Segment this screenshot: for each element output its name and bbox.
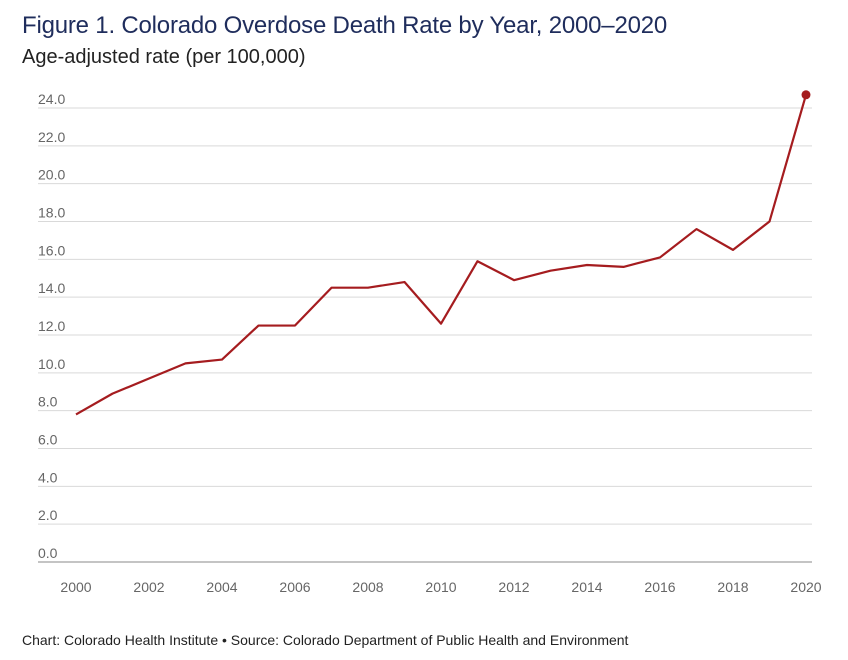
x-tick-label: 2004 — [206, 579, 237, 595]
chart-subtitle: Age-adjusted rate (per 100,000) — [22, 46, 306, 68]
x-tick-label: 2018 — [717, 579, 748, 595]
y-tick-label: 2.0 — [38, 507, 58, 523]
x-tick-label: 2006 — [279, 579, 310, 595]
y-tick-label: 0.0 — [38, 545, 58, 561]
y-tick-label: 10.0 — [38, 356, 65, 372]
series-line — [75, 94, 808, 416]
x-tick-label: 2016 — [644, 579, 675, 595]
y-tick-label: 20.0 — [38, 167, 65, 183]
x-tick-label: 2012 — [498, 579, 529, 595]
y-tick-label: 12.0 — [38, 318, 65, 334]
x-tick-label: 2010 — [425, 579, 456, 595]
y-tick-label: 16.0 — [38, 242, 65, 258]
y-tick-label: 18.0 — [38, 205, 65, 221]
source-footnote: Chart: Colorado Health Institute • Sourc… — [22, 632, 629, 648]
y-tick-label: 6.0 — [38, 432, 58, 448]
last-data-point — [801, 90, 811, 100]
y-tick-label: 8.0 — [38, 394, 58, 410]
y-axis-ticks: 0.0 2.0 4.0 6.0 8.0 10.0 12.0 14.0 16.0 18.0 20.0 2… — [38, 91, 65, 561]
x-tick-label: 2014 — [571, 579, 602, 595]
x-tick-label: 2002 — [133, 579, 164, 595]
line-chart: 0.0 2.0 4.0 6.0 8.0 10.0 12.0 14.0 16.0 18.0 20.0 2… — [38, 90, 822, 595]
y-tick-label: 14.0 — [38, 280, 65, 296]
series-group — [75, 90, 811, 416]
y-tick-label: 4.0 — [38, 469, 58, 485]
y-tick-label: 22.0 — [38, 129, 65, 145]
x-tick-label: 2008 — [352, 579, 383, 595]
x-tick-label: 2000 — [60, 579, 91, 595]
y-tick-label: 24.0 — [38, 91, 65, 107]
x-axis-ticks: 2000 2002 2004 2006 2008 2010 2012 2014 2016 2018… — [60, 579, 821, 595]
x-tick-label: 2020 — [790, 579, 821, 595]
gridlines — [38, 107, 812, 563]
chart-title: Figure 1. Colorado Overdose Death Rate b… — [22, 12, 668, 39]
